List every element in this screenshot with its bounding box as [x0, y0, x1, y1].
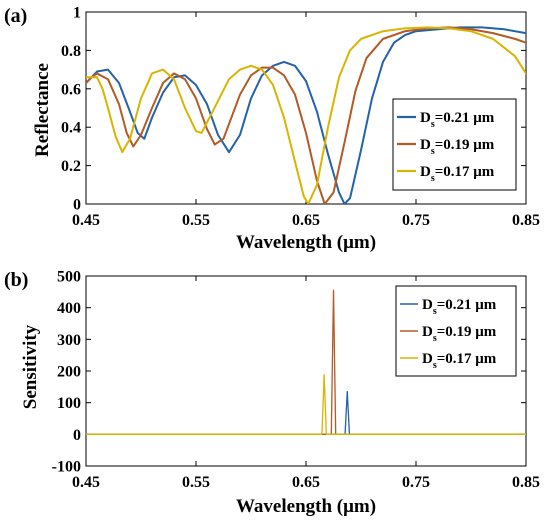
- panel-b-x-tick-label: 0.45: [72, 474, 100, 491]
- panel-b-legend-label-2: Ds=0.19 μm: [422, 324, 497, 344]
- panel-b-y-tick-label: 0: [73, 427, 81, 444]
- panel-a-x-tick-label: 0.45: [72, 212, 100, 229]
- panel-a-y-axis-label: Reflectance: [32, 63, 53, 157]
- panel-a-y-tick-label: 1: [73, 5, 81, 22]
- panel-b-y-tick-label: 500: [57, 269, 81, 286]
- panel-b-y-axis-label: Sensitivity: [20, 324, 41, 409]
- panel-a-x-tick-label: 0.65: [292, 212, 320, 229]
- panel-a-y-tick-label: 0.4: [61, 120, 81, 137]
- panel-a-y-tick-label: 0.6: [61, 81, 81, 98]
- panel-b-series-line-3: [86, 374, 526, 435]
- panel-a-x-tick-label: 0.55: [182, 212, 210, 229]
- panel-b-label: (b): [4, 269, 28, 291]
- panel-b-x-tick-label: 0.65: [292, 474, 320, 491]
- panel-b-x-tick-label: 0.85: [512, 474, 540, 491]
- panel-b-y-tick-label: 200: [57, 364, 81, 381]
- panel-a-series-line-1: [86, 26, 526, 204]
- panel-b-plot-area: 0.45 0.55 0.65 0.75 0.85 -100 0 100 200 300 400 500: [52, 269, 540, 492]
- panel-a-series-line-3: [86, 26, 526, 204]
- panel-b-x-tick-label: 0.55: [182, 474, 210, 491]
- panel-b-sensitivity: (b) Sensitivity Wavelength (μm) 0.45 0.55…: [4, 269, 540, 518]
- panel-b-legend-label-3: Ds=0.17 μm: [422, 351, 497, 371]
- panel-a-legend-label-1: Ds=0.21 μm: [420, 110, 495, 130]
- panel-a-y-tick-label: 0: [73, 197, 81, 214]
- panel-b-y-tick-label: 300: [57, 332, 81, 349]
- panel-a-label: (a): [4, 5, 27, 27]
- panel-b-x-axis-label: Wavelength (μm): [236, 496, 376, 517]
- panel-a-series-line-2: [86, 26, 526, 204]
- panel-b-legend-label-1: Ds=0.21 μm: [422, 297, 497, 317]
- panel-b-series-line-1: [86, 390, 526, 435]
- panel-b-y-tick-label: 400: [57, 300, 81, 317]
- panel-b-y-tick-label: 100: [57, 395, 81, 412]
- panel-a-x-axis-label: Wavelength (μm): [236, 232, 376, 253]
- panel-b-x-tick-label: 0.75: [402, 474, 430, 491]
- panel-a-x-tick-label: 0.85: [512, 212, 540, 229]
- panel-a-legend-label-2: Ds=0.19 μm: [420, 137, 495, 157]
- panel-a-legend-label-3: Ds=0.17 μm: [420, 164, 495, 184]
- panel-a-y-tick-label: 0.2: [61, 158, 81, 175]
- panel-a-x-tick-label: 0.75: [402, 212, 430, 229]
- panel-a-legend: Ds=0.21 μm Ds=0.19 μm Ds=0.17 μm: [392, 98, 517, 191]
- panel-b-legend: Ds=0.21 μm Ds=0.19 μm Ds=0.17 μm: [395, 285, 517, 377]
- panel-b-y-tick-label: -100: [52, 459, 81, 476]
- panel-a-reflectance: (a) Reflectance Wavelength (μm) 0.45 0.55…: [4, 5, 540, 254]
- panel-a-plot-area: 0.45 0.55 0.65 0.75 0.85 0 0.2 0.4 0.6 0.8 1: [61, 5, 540, 230]
- panel-a-y-tick-label: 0.8: [61, 43, 81, 60]
